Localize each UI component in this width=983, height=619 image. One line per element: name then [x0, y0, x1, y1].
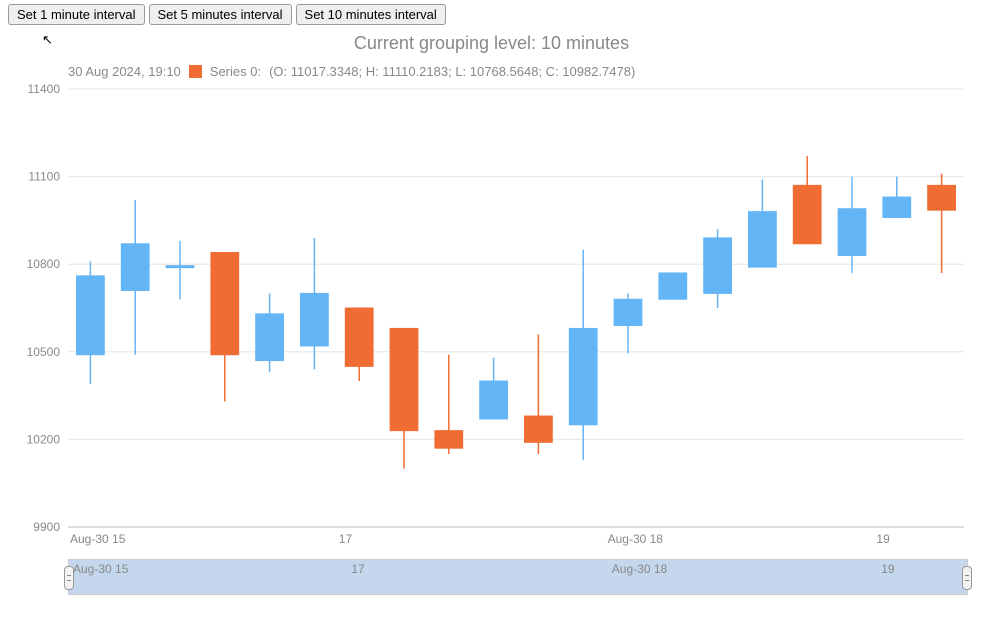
set-10min-button[interactable]: Set 10 minutes interval — [296, 4, 446, 25]
legend-ohlc: (O: 11017.3348; H: 11110.2183; L: 10768.… — [269, 64, 635, 79]
set-1min-button[interactable]: Set 1 minute interval — [8, 4, 145, 25]
svg-text:19: 19 — [876, 532, 890, 546]
svg-text:17: 17 — [339, 532, 353, 546]
chart-legend: 30 Aug 2024, 19:10 Series 0: (O: 11017.3… — [68, 64, 975, 79]
svg-text:Aug-30 15: Aug-30 15 — [70, 532, 126, 546]
svg-text:11100: 11100 — [28, 170, 60, 184]
svg-text:10500: 10500 — [27, 345, 61, 359]
svg-text:9900: 9900 — [33, 520, 60, 534]
svg-text:10200: 10200 — [27, 432, 61, 446]
legend-series-name: Series 0: — [210, 64, 261, 79]
legend-swatch — [189, 65, 202, 78]
navigator-tick-label: Aug-30 15 — [73, 562, 128, 576]
navigator-tick-label: Aug-30 18 — [612, 562, 667, 576]
navigator-tick-label: 17 — [351, 562, 364, 576]
chart-title: Current grouping level: 10 minutes — [8, 33, 975, 54]
chart-area[interactable]: 9900 10200 10500 10800 11100 11400 Aug-30 15 17… — [8, 79, 968, 559]
svg-text:11400: 11400 — [28, 82, 61, 96]
range-navigator[interactable]: Aug-30 15 17 Aug-30 18 19 — [68, 559, 968, 595]
interval-toolbar: Set 1 minute interval Set 5 minutes inte… — [8, 4, 975, 25]
legend-timestamp: 30 Aug 2024, 19:10 — [68, 64, 181, 79]
navigator-tick-label: 19 — [881, 562, 894, 576]
candlestick-chart[interactable]: 9900 10200 10500 10800 11100 11400 Aug-30 15 17… — [8, 79, 968, 559]
svg-text:Aug-30 18: Aug-30 18 — [608, 532, 664, 546]
svg-text:10800: 10800 — [27, 257, 61, 271]
set-5min-button[interactable]: Set 5 minutes interval — [149, 4, 292, 25]
navigator-handle-right[interactable] — [962, 566, 972, 590]
